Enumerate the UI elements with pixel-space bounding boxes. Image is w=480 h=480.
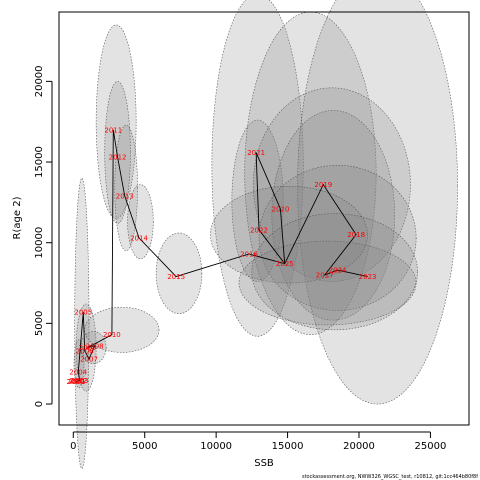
confidence-ellipse [104,81,131,224]
confidence-ellipse [210,185,368,284]
confidence-ellipse [155,232,203,314]
x-tick-label: 5000 [132,441,157,452]
y-tick-label: 0 [34,401,45,407]
confidence-ellipses [73,0,458,469]
year-label: 2014 [130,234,148,242]
confidence-ellipse [258,164,417,311]
year-label: 2001 [68,378,86,386]
year-label: 2018 [347,231,365,239]
year-label: 2006 [76,347,94,355]
year-label: 2024 [329,267,347,275]
year-label: 2005 [74,309,92,317]
confidence-ellipse [95,24,137,219]
confidence-ellipse [114,124,138,252]
x-tick-label: 15000 [272,441,304,452]
confidence-ellipse [84,306,160,353]
x-tick-label: 20000 [343,441,375,452]
footer-note: stockassessment.org, NWW326_WGSC_test, r… [302,474,478,480]
year-label: 2002 [69,377,87,385]
year-label: 2010 [103,331,121,339]
y-axis: 0 5000 10000 15000 20000 [34,65,53,407]
year-label: 2023 [359,273,377,281]
confidence-ellipse [127,184,154,260]
year-label: 2019 [314,181,332,189]
confidence-ellipse [252,87,411,282]
x-tick-label: 10000 [200,441,232,452]
x-tick-label: 0 [70,441,76,452]
confidence-ellipse [211,0,304,337]
trajectory-line [75,129,368,382]
y-tick-label: 20000 [34,65,45,97]
year-label: 2009 [79,344,97,352]
year-label: 2008 [86,342,104,350]
confidence-ellipse [75,303,97,392]
year-label: 2012 [109,154,127,162]
year-label: 2000 [67,378,85,386]
confidence-ellipse [251,213,418,331]
confidence-ellipse [271,110,396,321]
plot-frame [58,11,470,426]
year-label: 2016 [240,250,258,258]
confidence-ellipse [297,0,458,405]
x-axis: 0 5000 10000 15000 20000 25000 [70,431,447,452]
year-label: 2020 [272,205,290,213]
year-label: 2015 [167,273,185,281]
year-label: 2007 [80,355,98,363]
year-label: 2013 [116,192,134,200]
y-tick-label: 10000 [34,227,45,259]
year-label: 2022 [250,226,268,234]
x-axis-title: SSB [254,458,274,469]
year-label: 2004 [69,368,87,376]
year-label: 2025 [276,260,294,268]
x-tick-label: 25000 [415,441,447,452]
year-label: 2021 [247,149,265,157]
year-label: 2017 [316,271,334,279]
y-tick-label: 15000 [34,146,45,178]
year-label: 2003 [71,377,89,385]
confidence-ellipse [74,177,90,469]
year-label: 2011 [104,126,122,134]
y-axis-title: R(age 2) [12,196,23,239]
y-tick-label: 5000 [34,311,45,336]
